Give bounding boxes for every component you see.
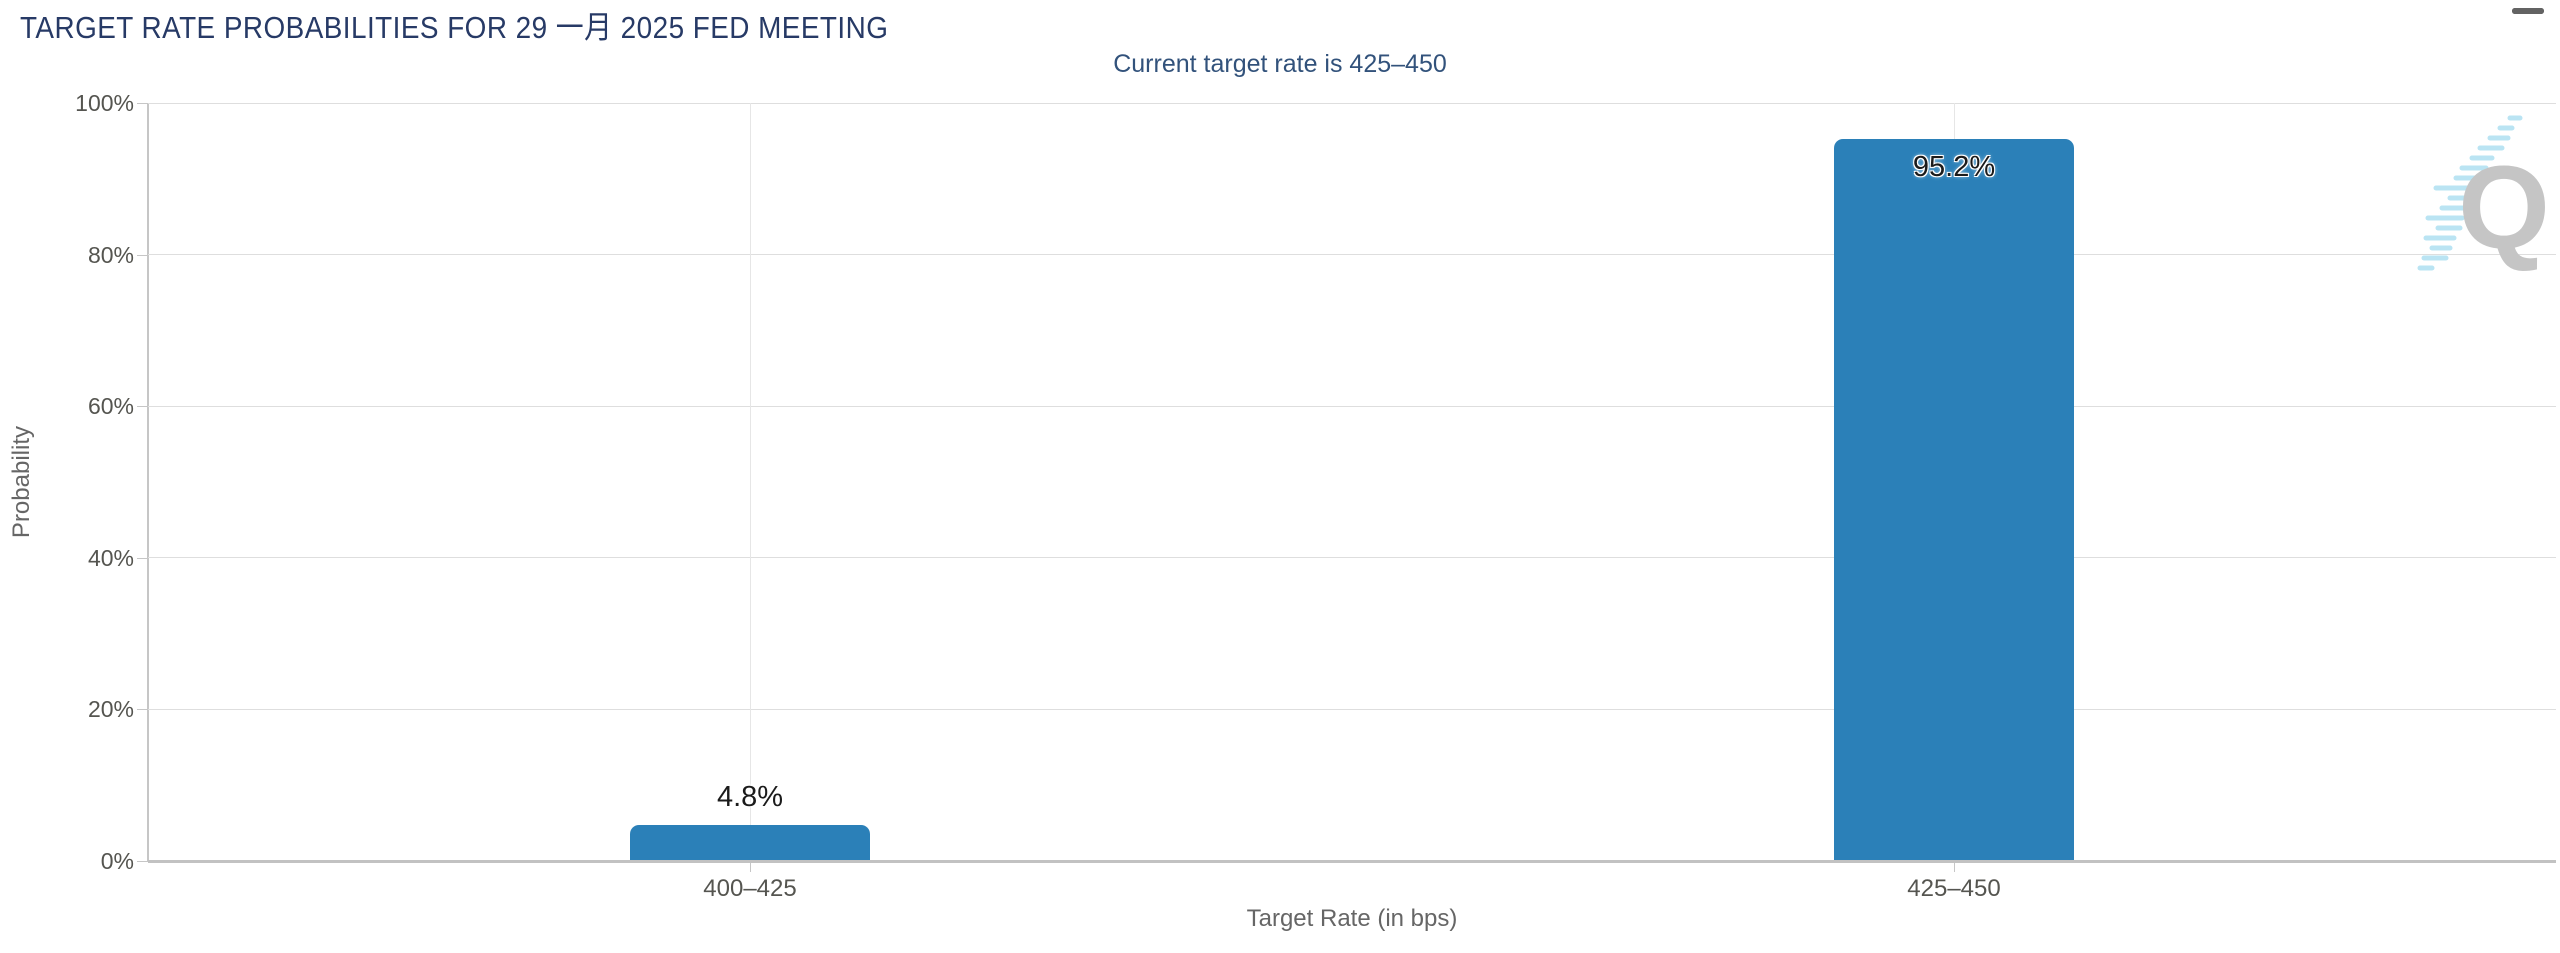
y-tick-label: 100%	[75, 90, 134, 116]
y-axis-line	[147, 103, 149, 861]
y-tick-label: 20%	[87, 696, 134, 723]
x-category-label: 425–450	[1907, 875, 2001, 902]
y-tick-mark	[137, 709, 148, 711]
gridline-horizontal	[148, 405, 2556, 407]
hamburger-menu-button[interactable]	[2512, 8, 2544, 36]
gridline-horizontal	[148, 254, 2556, 256]
y-tick-label: 40%	[87, 544, 134, 571]
gridline-horizontal	[148, 708, 2556, 710]
bar-400–425[interactable]	[630, 824, 870, 861]
gridline-horizontal	[148, 102, 2556, 104]
y-tick-mark	[137, 557, 148, 559]
y-tick-mark	[137, 861, 148, 862]
x-tick-mark	[749, 863, 751, 872]
y-tick-mark	[137, 254, 148, 256]
y-tick-label: 60%	[87, 393, 134, 420]
bar-value-label: 95.2%	[1912, 151, 1996, 184]
bar-425–450[interactable]	[1834, 139, 2074, 861]
x-tick-mark	[1953, 863, 1955, 872]
x-axis-title: Target Rate (in bps)	[1246, 905, 1458, 932]
y-tick-mark	[137, 406, 148, 408]
y-tick-mark	[137, 103, 148, 104]
x-axis-line	[148, 860, 2556, 863]
y-axis-title: Probability	[8, 425, 35, 539]
x-category-label: 400–425	[703, 875, 797, 902]
chart-subtitle: Current target rate is 425–450	[1113, 50, 1447, 78]
bar-value-label: 4.8%	[716, 780, 784, 813]
y-tick-label: 0%	[100, 848, 134, 874]
gridline-vertical	[749, 103, 751, 861]
gridline-horizontal	[148, 557, 2556, 559]
plot-area: 0% 20% 40% 60% 80% 100% 4.8% 400–425 95.2% 425–45…	[75, 90, 2556, 902]
y-tick-label: 80%	[87, 241, 134, 268]
chart-title: TARGET RATE PROBABILITIES FOR 29 一月 2025…	[20, 10, 889, 45]
